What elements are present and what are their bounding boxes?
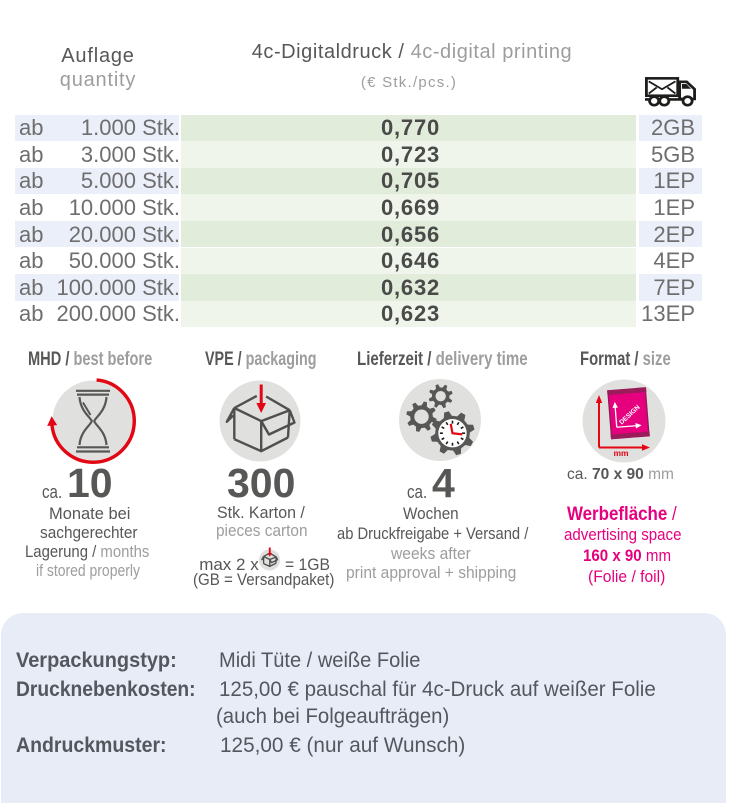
- svg-text:mm: mm: [613, 448, 629, 458]
